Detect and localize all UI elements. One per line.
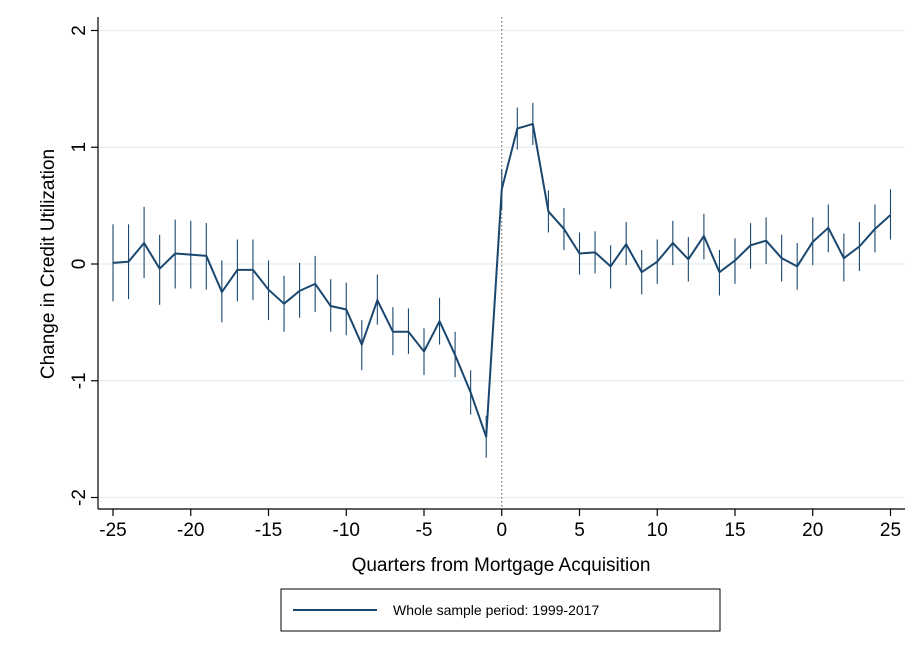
y-tick-label-0: 0 — [69, 259, 90, 270]
x-tick-label--20: -20 — [177, 520, 204, 541]
x-tick-label-15: 15 — [724, 520, 745, 541]
y-tick-label--2: -2 — [69, 489, 90, 506]
x-tick-label--5: -5 — [416, 520, 433, 541]
y-axis-title: Change in Credit Utilization — [38, 149, 59, 379]
x-tick-label--15: -15 — [255, 520, 282, 541]
y-tick-label-1: 1 — [69, 142, 90, 153]
x-tick-label--25: -25 — [99, 520, 126, 541]
x-tick-label-20: 20 — [802, 520, 823, 541]
y-tick-label-2: 2 — [69, 25, 90, 36]
x-tick-label-0: 0 — [496, 520, 507, 541]
x-tick-label-5: 5 — [574, 520, 585, 541]
x-tick-label-10: 10 — [647, 520, 668, 541]
y-tick-label--1: -1 — [69, 372, 90, 389]
series-line-layer — [112, 122, 892, 438]
legend: Whole sample period: 1999-2017 — [280, 588, 721, 632]
series-line — [112, 122, 892, 438]
legend-label: Whole sample period: 1999-2017 — [393, 602, 599, 618]
grid-lines — [98, 29, 905, 499]
axes — [97, 17, 905, 510]
x-axis-title: Quarters from Mortgage Acquisition — [352, 555, 651, 576]
x-tick-label-25: 25 — [880, 520, 901, 541]
x-tick-label--10: -10 — [333, 520, 360, 541]
